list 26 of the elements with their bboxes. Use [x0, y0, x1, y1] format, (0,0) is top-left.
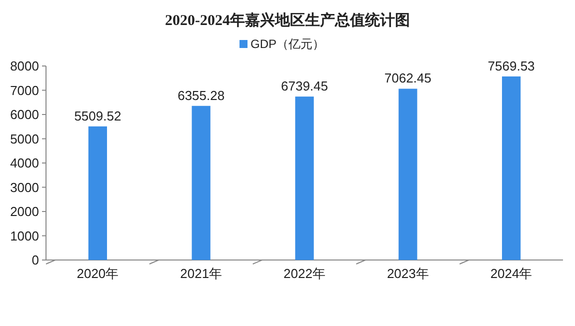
- y-tick-label: 6000: [10, 107, 39, 122]
- y-tick-label: 1000: [10, 228, 39, 244]
- data-label: 6739.45: [281, 78, 328, 94]
- x-tick-label: 2023年: [386, 266, 429, 281]
- data-label: 6355.28: [178, 88, 225, 103]
- data-label: 7062.45: [384, 70, 432, 86]
- bar: [502, 76, 521, 260]
- bar: [398, 88, 418, 260]
- y-tick-label: 3000: [10, 180, 39, 195]
- bar: [295, 96, 314, 260]
- x-tick-label: 2020年: [76, 266, 119, 281]
- y-tick-label: 0: [32, 252, 39, 268]
- y-tick-label: 8000: [10, 58, 39, 74]
- data-label: 7569.53: [488, 58, 535, 74]
- x-tick-label: 2024年: [490, 266, 532, 281]
- legend-label: GDP（亿元）: [250, 37, 325, 51]
- x-tick-label: 2021年: [180, 266, 222, 281]
- y-tick-label: 4000: [10, 156, 39, 170]
- data-label: 5509.52: [74, 108, 122, 124]
- y-tick-label: 2000: [10, 204, 39, 219]
- chart-title: 2020-2024年嘉兴地区生产总值统计图: [165, 12, 410, 29]
- x-tick-label: 2022年: [284, 266, 326, 281]
- bar: [192, 106, 210, 260]
- y-tick-label: 7000: [10, 82, 39, 98]
- y-tick-label: 5000: [10, 131, 39, 146]
- bar: [88, 126, 108, 260]
